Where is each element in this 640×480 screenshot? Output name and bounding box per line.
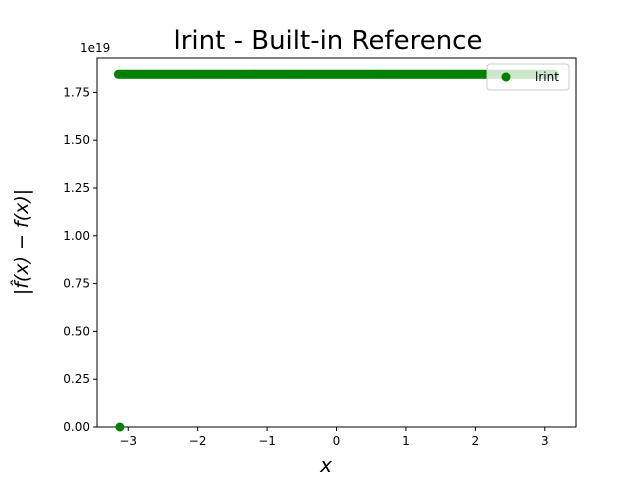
x-tick-label: 3: [541, 434, 549, 448]
x-tick-label: −3: [119, 434, 137, 448]
axes-frame: [96, 57, 577, 428]
plot-area: −3 −2 −1 0 1 2 3 0.00 0.25 0.50 0.75 1.00 1.25 1.50 1.…: [63, 57, 577, 448]
data-point: [115, 422, 125, 432]
legend-label: lrint: [535, 70, 559, 84]
x-axis-label: x: [319, 453, 332, 477]
x-tick-label: 1: [402, 434, 410, 448]
x-tick-label: 0: [333, 434, 341, 448]
x-tick-label: 2: [472, 434, 480, 448]
y-tick-label: 0.25: [63, 372, 90, 386]
y-tick-label: 1.25: [63, 181, 90, 195]
chart-title: lrint - Built-in Reference: [174, 26, 483, 56]
y-tick-label: 0.75: [63, 277, 90, 291]
y-axis-label: |f̂(x) − f(x)|: [11, 189, 33, 295]
y-tick-label: 0.00: [63, 420, 90, 434]
x-tick-label: −1: [258, 434, 276, 448]
legend-box: [486, 63, 570, 91]
y-tick-label: 1.75: [63, 85, 90, 99]
y-offset-label: 1e19: [80, 41, 110, 55]
legend-marker: [501, 72, 511, 82]
x-tick-label: −2: [189, 434, 207, 448]
y-tick-label: 1.50: [63, 133, 90, 147]
legend: lrint: [486, 63, 570, 91]
y-tick-label: 0.50: [63, 324, 90, 338]
y-tick-label: 1.00: [63, 229, 90, 243]
